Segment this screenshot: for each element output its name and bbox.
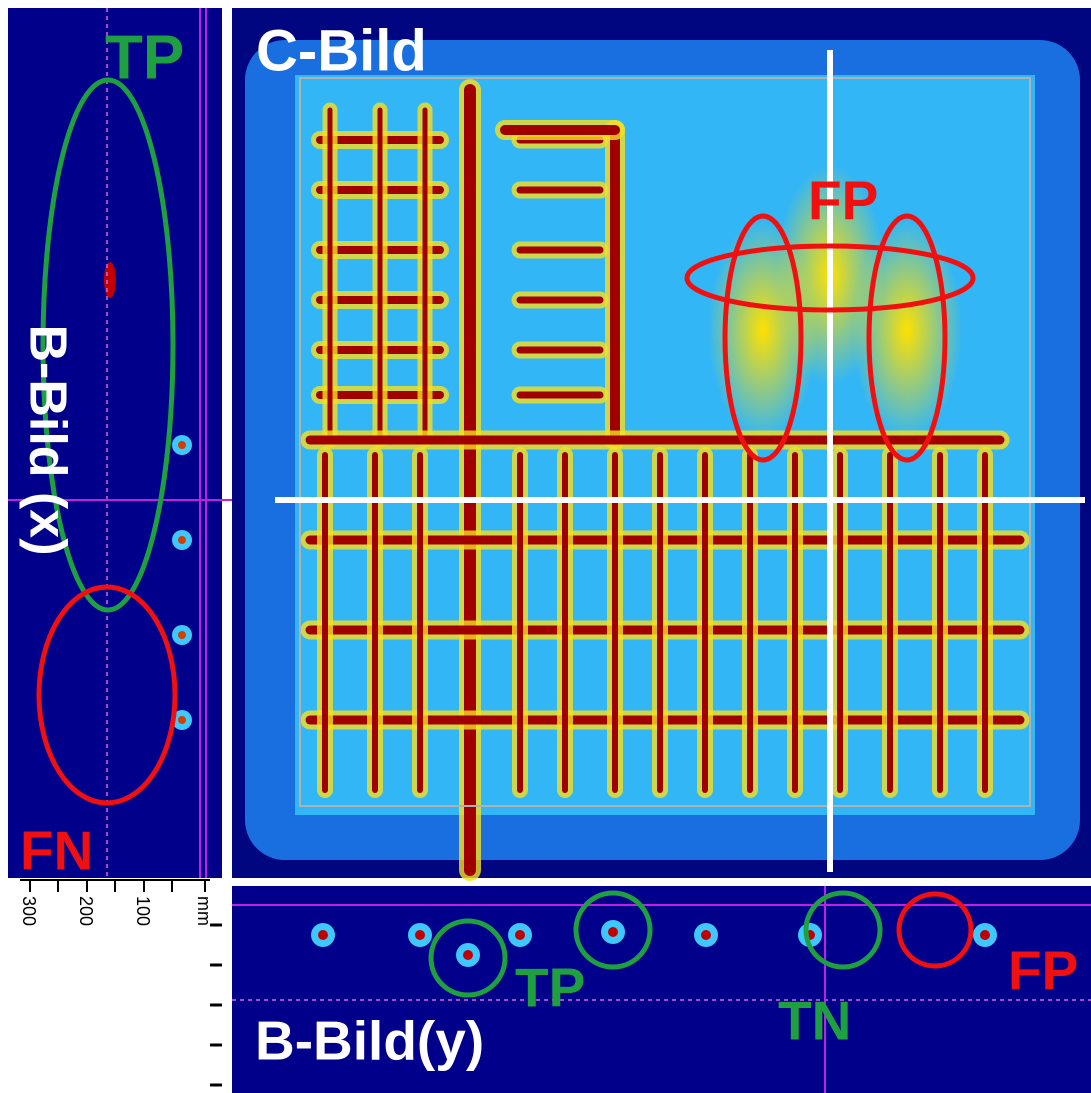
reflection [608,927,618,937]
reflection [104,262,116,298]
panel-title: B-Bild (x) [18,324,76,555]
reflection [178,536,186,544]
reflection [178,716,186,724]
scale-unit: mm [194,896,214,926]
panel-title: C-Bild [256,18,427,83]
scale-label: 100 [133,896,153,926]
reflection [178,441,186,449]
annotation-label: FP [1008,940,1078,1002]
annotation-label: TP [105,23,184,92]
reflection [701,930,711,940]
scale-label: 200 [76,896,96,926]
annotation-label: FN [20,820,93,882]
reflection [515,930,525,940]
figure: 300 200 100 mm TP C-Bild FP B-Bild (x) FN T… [0,0,1091,1093]
panel-title: B-Bild(y) [255,1010,484,1072]
reflection [463,950,473,960]
annotation-label: TN [778,990,851,1052]
reflection [980,930,990,940]
annotation-label: FP [808,170,878,232]
reflection [318,930,328,940]
reflection [415,930,425,940]
reflection [178,631,186,639]
scale-label: 300 [19,896,39,926]
annotation-label: TP [515,957,585,1019]
